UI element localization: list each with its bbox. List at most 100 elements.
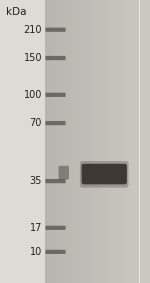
Bar: [140, 0, 141, 283]
Bar: [62, 0, 63, 283]
Bar: [53, 0, 54, 283]
Bar: [69, 0, 70, 283]
Bar: [71, 0, 73, 283]
Bar: [61, 0, 62, 283]
Bar: [94, 0, 95, 283]
FancyBboxPatch shape: [45, 226, 66, 230]
Bar: [105, 0, 107, 283]
Bar: [88, 0, 90, 283]
FancyBboxPatch shape: [82, 164, 127, 184]
Bar: [45, 0, 46, 283]
Bar: [136, 0, 137, 283]
Bar: [86, 0, 87, 283]
Bar: [98, 0, 99, 283]
Bar: [137, 0, 138, 283]
Bar: [74, 0, 75, 283]
FancyBboxPatch shape: [45, 250, 66, 254]
Bar: [100, 0, 101, 283]
Bar: [80, 0, 82, 283]
Bar: [132, 0, 133, 283]
Bar: [57, 0, 58, 283]
FancyBboxPatch shape: [45, 56, 66, 60]
Bar: [122, 0, 124, 283]
Bar: [107, 0, 108, 283]
Text: 100: 100: [24, 90, 42, 100]
Text: 210: 210: [24, 25, 42, 35]
Text: 70: 70: [30, 118, 42, 128]
Bar: [54, 0, 56, 283]
Bar: [90, 0, 91, 283]
Bar: [108, 0, 109, 283]
Bar: [126, 0, 128, 283]
Bar: [82, 0, 83, 283]
Bar: [146, 0, 147, 283]
Text: 10: 10: [30, 247, 42, 257]
Bar: [49, 0, 50, 283]
Bar: [101, 0, 103, 283]
Bar: [65, 0, 66, 283]
Bar: [125, 0, 126, 283]
Bar: [128, 0, 129, 283]
Bar: [66, 0, 67, 283]
Bar: [115, 0, 116, 283]
Bar: [78, 0, 79, 283]
Bar: [96, 0, 98, 283]
Bar: [48, 0, 49, 283]
Bar: [79, 0, 80, 283]
Bar: [87, 0, 88, 283]
Bar: [130, 0, 132, 283]
Bar: [75, 0, 76, 283]
Bar: [73, 0, 74, 283]
Bar: [147, 0, 149, 283]
Bar: [113, 0, 115, 283]
Bar: [121, 0, 122, 283]
Bar: [50, 0, 52, 283]
Bar: [120, 0, 121, 283]
Bar: [109, 0, 111, 283]
Bar: [0, 0, 45, 283]
Text: 150: 150: [24, 53, 42, 63]
Bar: [56, 0, 57, 283]
FancyBboxPatch shape: [45, 93, 66, 97]
Bar: [99, 0, 100, 283]
Bar: [63, 0, 65, 283]
Bar: [46, 0, 48, 283]
Text: 17: 17: [30, 223, 42, 233]
Bar: [91, 0, 92, 283]
Bar: [117, 0, 118, 283]
Bar: [103, 0, 104, 283]
Text: kDa: kDa: [6, 7, 27, 17]
Bar: [138, 0, 140, 283]
Bar: [124, 0, 125, 283]
FancyBboxPatch shape: [80, 161, 129, 188]
Bar: [52, 0, 53, 283]
Bar: [134, 0, 136, 283]
Text: 35: 35: [30, 176, 42, 186]
FancyBboxPatch shape: [45, 27, 66, 32]
Bar: [133, 0, 134, 283]
Bar: [70, 0, 71, 283]
Bar: [111, 0, 112, 283]
Bar: [142, 0, 143, 283]
FancyBboxPatch shape: [45, 121, 66, 125]
Bar: [59, 0, 61, 283]
Bar: [149, 0, 150, 283]
Bar: [84, 0, 86, 283]
Bar: [58, 0, 59, 283]
Bar: [112, 0, 113, 283]
Bar: [118, 0, 120, 283]
Bar: [145, 0, 146, 283]
FancyBboxPatch shape: [45, 179, 66, 183]
Bar: [76, 0, 78, 283]
Bar: [129, 0, 130, 283]
FancyBboxPatch shape: [58, 166, 69, 179]
Bar: [92, 0, 94, 283]
FancyBboxPatch shape: [82, 164, 127, 184]
Bar: [143, 0, 145, 283]
Bar: [141, 0, 142, 283]
Bar: [83, 0, 84, 283]
Bar: [67, 0, 69, 283]
Bar: [95, 0, 96, 283]
Bar: [104, 0, 105, 283]
Bar: [116, 0, 117, 283]
